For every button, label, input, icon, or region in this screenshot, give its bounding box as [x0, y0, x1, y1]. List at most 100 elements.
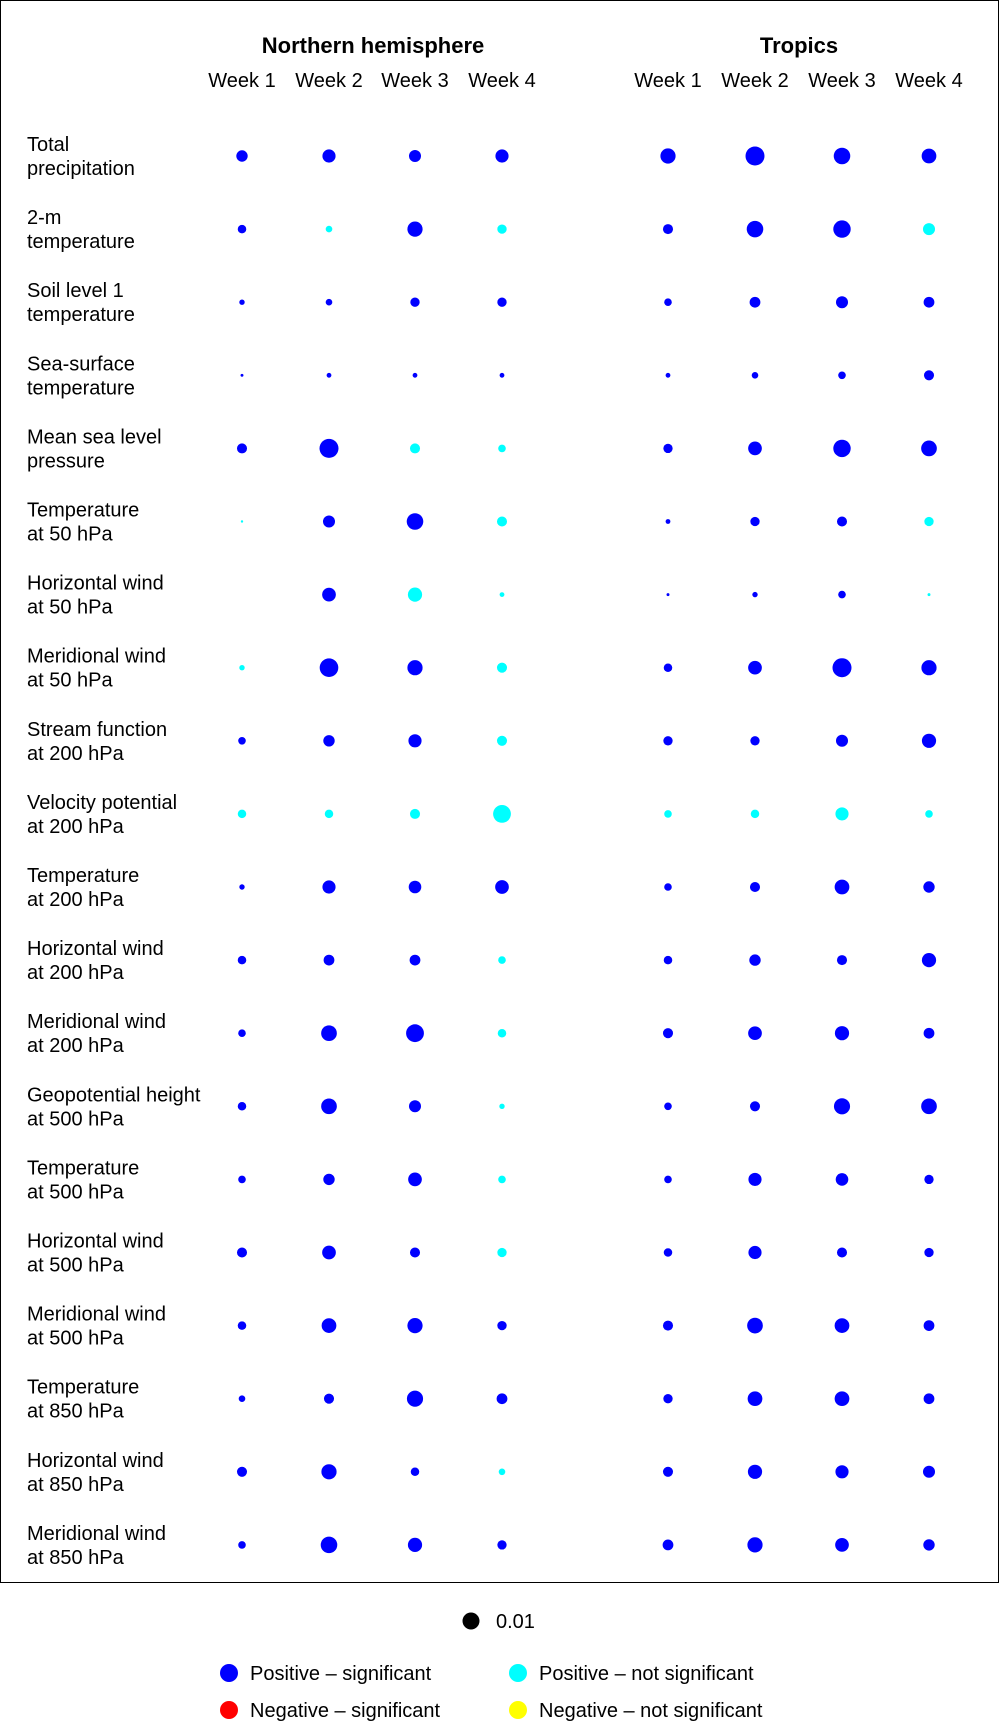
- bubble: [325, 298, 333, 306]
- bubble: [664, 1175, 672, 1184]
- row-label: Meridional wind: [27, 1523, 166, 1545]
- legend-marker: [509, 1701, 527, 1719]
- bubble: [838, 590, 846, 599]
- bubble: [497, 224, 507, 234]
- bubble: [498, 956, 506, 964]
- bubble: [663, 443, 673, 454]
- bubble: [324, 809, 334, 819]
- bubble: [663, 1248, 673, 1257]
- row-label: at 200 hPa: [27, 889, 125, 911]
- bubble: [408, 1172, 422, 1187]
- bubble: [323, 735, 335, 747]
- bubble: [834, 1318, 850, 1333]
- bubble: [406, 513, 424, 530]
- bubble: [922, 1465, 936, 1478]
- bubble: [407, 660, 423, 676]
- bubble: [408, 880, 422, 894]
- bubble: [834, 879, 850, 895]
- row-label: Velocity potential: [27, 792, 177, 814]
- bubble: [923, 881, 935, 893]
- bubble: [832, 658, 852, 678]
- size-reference-dot: [462, 1612, 480, 1630]
- bubble: [835, 1173, 849, 1186]
- bubble: [409, 808, 421, 819]
- bubble: [408, 149, 422, 163]
- bubble: [836, 516, 848, 527]
- bubble: [496, 516, 508, 527]
- bubble: [496, 662, 508, 673]
- bubble: [750, 809, 760, 819]
- bubble: [748, 660, 762, 675]
- legend-label: Negative – significant: [250, 1700, 441, 1722]
- bubble: [493, 804, 511, 823]
- bubble: [923, 296, 935, 308]
- row-label: at 850 hPa: [27, 1401, 125, 1423]
- bubble: [238, 1395, 246, 1402]
- bubble: [836, 955, 848, 966]
- bubble: [924, 516, 934, 527]
- legend-label: Positive – not significant: [539, 1663, 754, 1685]
- row-label: at 850 hPa: [27, 1547, 125, 1569]
- row-label: Temperature: [27, 1157, 139, 1179]
- legend-marker: [220, 1701, 238, 1719]
- row-label: 2-m: [27, 207, 61, 229]
- bubble: [662, 1320, 674, 1331]
- bubble: [496, 1393, 508, 1405]
- bubble: [320, 1536, 338, 1554]
- bubble: [749, 296, 761, 308]
- bubble: [748, 1172, 762, 1186]
- bubble: [666, 593, 670, 597]
- bubble: [237, 955, 247, 965]
- row-label: Meridional wind: [27, 646, 166, 668]
- bubble: [663, 955, 673, 965]
- bubble: [662, 224, 674, 235]
- bubble: [322, 1245, 336, 1260]
- bubble: [321, 1098, 337, 1115]
- row-label: temperature: [27, 377, 135, 399]
- bubble: [495, 880, 509, 894]
- bubble: [747, 1317, 763, 1334]
- bubble: [925, 810, 933, 818]
- bubble: [751, 372, 759, 379]
- bubble: [838, 371, 846, 380]
- bubble: [319, 438, 339, 458]
- bubble: [922, 223, 936, 236]
- bubble: [833, 147, 851, 165]
- bubble: [664, 810, 672, 818]
- week-label: Week 4: [895, 70, 962, 92]
- row-label: Meridional wind: [27, 1304, 166, 1326]
- bubble: [663, 736, 673, 746]
- row-label: at 50 hPa: [27, 670, 114, 692]
- bubble: [236, 1466, 248, 1477]
- row-label: Temperature: [27, 1377, 139, 1399]
- bubble: [498, 1175, 506, 1184]
- row-label: temperature: [27, 304, 135, 326]
- bubble: [835, 1465, 849, 1479]
- panel-title: Northern hemisphere: [262, 33, 485, 58]
- bubble: [747, 1537, 763, 1553]
- row-label: at 500 hPa: [27, 1255, 125, 1277]
- bubble: [325, 225, 333, 233]
- bubble: [323, 954, 335, 966]
- row-label: Mean sea level: [27, 426, 162, 448]
- bubble: [665, 519, 671, 524]
- row-label: Horizontal wind: [27, 938, 164, 960]
- bubble: [495, 149, 509, 163]
- row-label: temperature: [27, 231, 135, 253]
- bubble: [921, 733, 937, 748]
- legend-label: Positive – significant: [250, 1663, 432, 1685]
- bubble: [750, 516, 760, 527]
- bubble: [749, 954, 761, 966]
- legend-marker: [509, 1664, 527, 1682]
- bubble: [237, 224, 247, 234]
- bubble: [748, 441, 762, 456]
- bubble: [921, 1098, 937, 1115]
- bubble: [408, 734, 422, 748]
- row-label: at 50 hPa: [27, 597, 114, 619]
- bubble: [322, 880, 336, 894]
- bubble: [921, 440, 937, 457]
- bubble: [664, 298, 672, 307]
- row-label: Horizontal wind: [27, 573, 164, 595]
- row-label: at 200 hPa: [27, 962, 125, 984]
